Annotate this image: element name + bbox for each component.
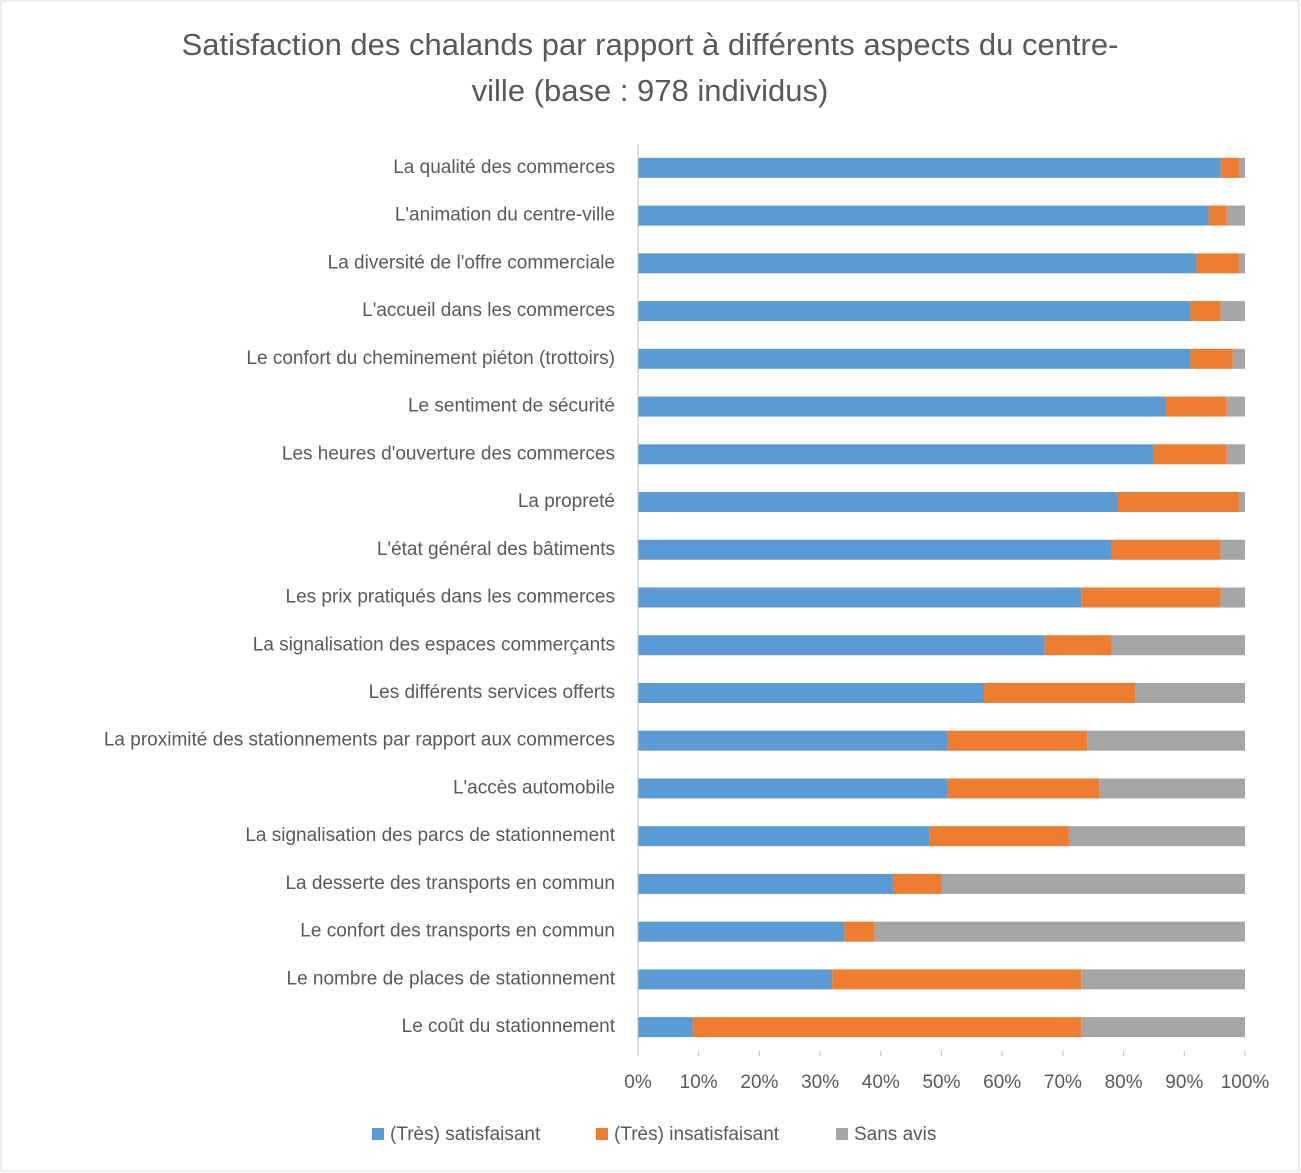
bar-segment [638, 253, 1197, 274]
bar-segment [1238, 492, 1245, 513]
bar-segment [1087, 730, 1245, 751]
bar-segment [1220, 587, 1245, 608]
y-tick-label: La proximité des stationnements par rapp… [104, 730, 615, 751]
x-tick-label: 70% [1044, 1072, 1082, 1093]
x-tick-label: 80% [1105, 1072, 1143, 1093]
bar-segment [1208, 205, 1227, 226]
legend-label: (Très) insatisfaisant [614, 1124, 780, 1145]
bar-segment [638, 444, 1154, 465]
bar-segment [929, 826, 1069, 847]
legend-swatch [836, 1128, 848, 1140]
x-tick-label: 10% [680, 1072, 718, 1093]
bar-segment [638, 969, 833, 990]
bar-segment [1111, 635, 1245, 656]
bar-segment [1196, 253, 1239, 274]
chart-title: Satisfaction des chalands par rapport à … [181, 27, 1119, 108]
legend-label: (Très) satisfaisant [390, 1124, 541, 1145]
bar-segment [638, 778, 948, 799]
bar-segment [1153, 444, 1227, 465]
bar-segment [1232, 348, 1245, 369]
bar-segment [1081, 587, 1221, 608]
legend-label: Sans avis [854, 1124, 936, 1145]
bar-segment [692, 1017, 1082, 1038]
bar-segment [638, 492, 1118, 513]
y-tick-label: La signalisation des espaces commerçants [253, 634, 615, 655]
bar-segment [638, 1017, 693, 1038]
bar-segment [638, 873, 893, 894]
y-tick-label: La signalisation des parcs de stationnem… [245, 825, 615, 846]
x-tick-label: 90% [1165, 1072, 1203, 1093]
bar-segment [1190, 301, 1221, 322]
bar-segment [1135, 682, 1245, 703]
x-tick-label: 60% [983, 1072, 1021, 1093]
bar-segment [947, 730, 1088, 751]
bar-segment [1190, 348, 1233, 369]
legend-swatch [372, 1128, 384, 1140]
x-tick-label: 50% [922, 1072, 960, 1093]
bar-segment [638, 301, 1191, 322]
bar-segment [844, 921, 875, 942]
bar-segment [892, 873, 942, 894]
bar-segment [947, 778, 1100, 799]
x-tick-label: 20% [740, 1072, 778, 1093]
x-tick-label: 0% [624, 1072, 652, 1093]
bar-segment [1044, 635, 1112, 656]
bar-segment [1226, 396, 1245, 417]
y-tick-label: La propreté [518, 491, 615, 512]
bar-segment [1081, 969, 1245, 990]
bar-segment [638, 539, 1112, 560]
x-tick-label: 100% [1221, 1072, 1270, 1093]
bar-segment [638, 730, 948, 751]
y-tick-label: Les différents services offerts [369, 682, 615, 703]
y-tick-label: Le coût du stationnement [402, 1016, 616, 1037]
y-tick-label: La diversité de l'offre commerciale [328, 252, 615, 273]
legend-swatch [596, 1128, 608, 1140]
y-tick-label: Les heures d'ouverture des commerces [282, 443, 615, 464]
bar-segment [638, 587, 1082, 608]
bar-segment [983, 682, 1136, 703]
bar-segment [1111, 539, 1221, 560]
bar-segment [638, 826, 930, 847]
y-tick-label: L'accueil dans les commerces [362, 300, 615, 321]
bar-segment [1226, 205, 1245, 226]
bar-segment [1226, 444, 1245, 465]
bar-segment [1068, 826, 1245, 847]
y-tick-label: Le nombre de places de stationnement [287, 968, 616, 989]
bar-segment [1081, 1017, 1245, 1038]
bar-segment [1166, 396, 1227, 417]
y-tick-label: Le sentiment de sécurité [408, 396, 615, 417]
bar-segment [638, 635, 1045, 656]
bar-segment [638, 921, 845, 942]
bar-segment [638, 205, 1209, 226]
y-tick-label: Les prix pratiqués dans les commerces [286, 587, 615, 608]
bar-segment [874, 921, 1245, 942]
bar-segment [1220, 539, 1245, 560]
bar-segment [1238, 253, 1245, 274]
bar-segment [941, 873, 1245, 894]
y-tick-label: Le confort des transports en commun [300, 921, 615, 942]
bar-segment [1117, 492, 1239, 513]
x-tick-label: 40% [862, 1072, 900, 1093]
y-tick-label: La desserte des transports en commun [285, 873, 615, 894]
bar-segment [1220, 157, 1239, 178]
x-tick-label: 30% [801, 1072, 839, 1093]
y-tick-label: L'animation du centre-ville [395, 205, 615, 226]
bar-segment [1220, 301, 1245, 322]
bar-segment [638, 348, 1191, 369]
y-tick-label: Le confort du cheminement piéton (trotto… [246, 348, 615, 369]
bar-segment [638, 157, 1221, 178]
y-tick-label: L'accès automobile [453, 777, 615, 798]
y-tick-label: La qualité des commerces [393, 157, 615, 178]
bar-segment [832, 969, 1082, 990]
y-tick-label: L'état général des bâtiments [377, 539, 615, 560]
bar-segment [1099, 778, 1245, 799]
bar-segment [638, 396, 1167, 417]
bar-segment [638, 682, 984, 703]
bar-segment [1238, 157, 1245, 178]
